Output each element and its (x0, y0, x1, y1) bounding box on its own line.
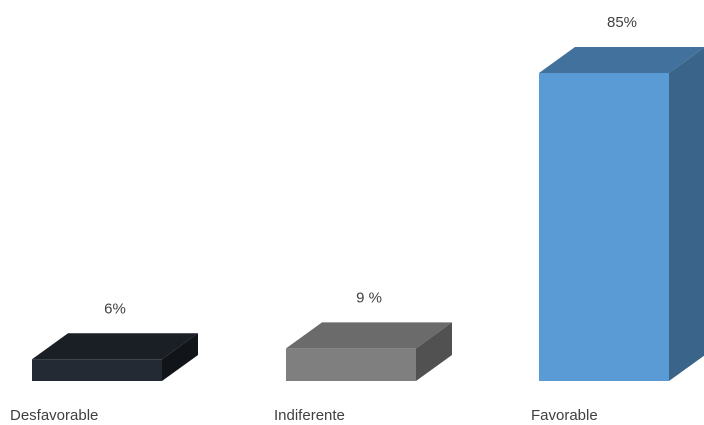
bar-desfavorable (32, 333, 198, 381)
bar-top-face (32, 333, 198, 360)
bar-front-face (286, 348, 416, 381)
category-label: Favorable (531, 407, 598, 424)
bar-side-face (669, 47, 704, 381)
bars-layer (32, 47, 704, 381)
bar-front-face (32, 359, 162, 381)
category-label: Desfavorable (10, 407, 98, 424)
data-label: 9 % (356, 289, 382, 306)
labels-layer: 6% Desfavorable 9 % Indiferente 85% Favorable (10, 14, 637, 424)
bar-side-face (416, 322, 452, 381)
bar-side-face (162, 333, 198, 381)
bar-top-face (286, 322, 452, 349)
data-label: 85% (607, 14, 637, 31)
bar-top-face (539, 47, 704, 73)
data-label: 6% (104, 300, 126, 317)
category-label: Indiferente (274, 407, 345, 424)
bar-indiferente (286, 322, 452, 381)
bar-favorable (539, 47, 704, 381)
bar-front-face (539, 73, 669, 381)
